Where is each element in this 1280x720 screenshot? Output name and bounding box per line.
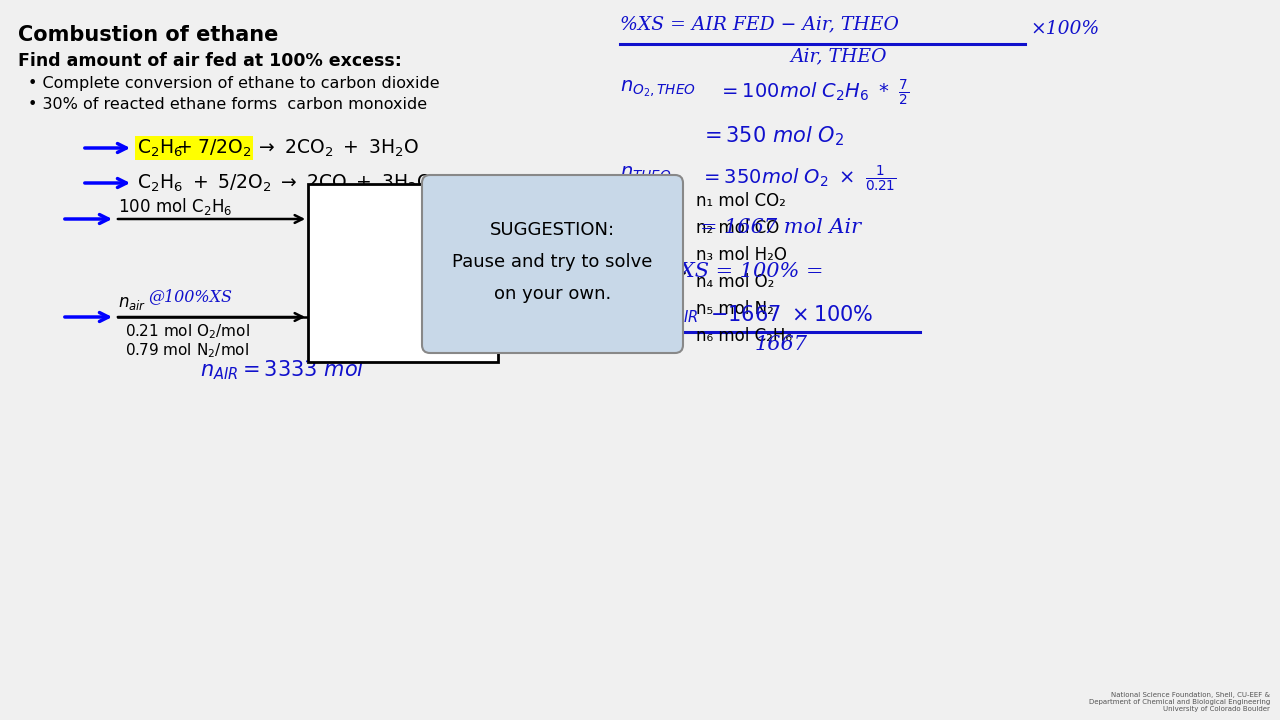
Text: SUGGESTION:
Pause and try to solve
on your own.: SUGGESTION: Pause and try to solve on yo… [452,221,653,303]
Bar [308,184,498,362]
Text: • Complete conversion of ethane to carbon dioxide: • Complete conversion of ethane to carbo… [28,76,439,91]
Text: $\mathregular{+\ 7/2O_2}$: $\mathregular{+\ 7/2O_2}$ [177,138,251,158]
Text: = 1667 mol Air: = 1667 mol Air [700,218,861,237]
Text: %XS = AIR FED − Air, THEO: %XS = AIR FED − Air, THEO [620,15,899,33]
Text: Air, THEO: Air, THEO [790,47,887,65]
Text: n₃ mol H₂O: n₃ mol H₂O [696,246,787,264]
Text: $\mathit{n_{THEO}}$: $\mathit{n_{THEO}}$ [620,164,672,183]
Text: $\mathregular{C_2H_6}$: $\mathregular{C_2H_6}$ [137,138,183,158]
Text: $n_{air}$: $n_{air}$ [118,294,146,312]
Text: Combustion of ethane: Combustion of ethane [18,25,278,45]
Text: $\mathrm{100\ mol\ C_2H_6}$: $\mathrm{100\ mol\ C_2H_6}$ [118,196,233,217]
Text: University of Colorado Boulder: University of Colorado Boulder [1164,706,1270,712]
Text: n₁ mol CO₂: n₁ mol CO₂ [696,192,786,210]
Text: $\mathregular{C_2H_6\ +\ 5/2O_2\ \rightarrow\ 2CO\ +\ 3H_2O}$: $\mathregular{C_2H_6\ +\ 5/2O_2\ \righta… [137,172,431,194]
Text: %XS = 100% =: %XS = 100% = [660,262,823,281]
Text: n₅ mol N₂: n₅ mol N₂ [696,300,774,318]
Text: n₆ mol C₂H₆: n₆ mol C₂H₆ [696,327,792,345]
FancyBboxPatch shape [422,175,684,353]
Text: Find amount of air fed at 100% excess:: Find amount of air fed at 100% excess: [18,52,402,70]
Bar [134,136,253,160]
Text: $= 100mol\ C_2H_6\ *\ \frac{7}{2}$: $= 100mol\ C_2H_6\ *\ \frac{7}{2}$ [718,78,909,108]
Text: • 30% of reacted ethane forms  carbon monoxide: • 30% of reacted ethane forms carbon mon… [28,97,428,112]
Text: $= 350mol\ O_2\ \times\ \frac{1}{0.21}$: $= 350mol\ O_2\ \times\ \frac{1}{0.21}$ [700,164,896,194]
Text: 1667: 1667 [755,335,808,354]
Text: $\mathit{n_{AIR}}$: $\mathit{n_{AIR}}$ [660,305,699,325]
Text: $\mathrm{0.21\ mol\ O_2/mol}$: $\mathrm{0.21\ mol\ O_2/mol}$ [125,322,250,341]
Text: $\mathregular{\rightarrow\ 2CO_2\ +\ 3H_2O}$: $\mathregular{\rightarrow\ 2CO_2\ +\ 3H_… [255,138,419,158]
Text: $\mathit{n_{O_2,THEO}}$: $\mathit{n_{O_2,THEO}}$ [620,78,696,99]
Text: @100%XS: @100%XS [148,288,232,305]
Text: $\mathit{n_{AIR} = 3333\ mol}$: $\mathit{n_{AIR} = 3333\ mol}$ [200,358,365,382]
Text: n₂ mol CO: n₂ mol CO [696,219,780,237]
Text: National Science Foundation, Shell, CU-EEF &: National Science Foundation, Shell, CU-E… [1111,692,1270,698]
Text: $\mathit{- 1667\ \times 100\%}$: $\mathit{- 1667\ \times 100\%}$ [710,305,873,325]
Text: Department of Chemical and Biological Engineering: Department of Chemical and Biological En… [1089,699,1270,705]
Text: ×100%: ×100% [1030,20,1100,38]
Text: $\mathrm{0.79\ mol\ N_2/mol}$: $\mathrm{0.79\ mol\ N_2/mol}$ [125,341,250,360]
Text: $= 350\ mol\ O_2$: $= 350\ mol\ O_2$ [700,124,845,148]
Text: n₄ mol O₂: n₄ mol O₂ [696,273,774,291]
